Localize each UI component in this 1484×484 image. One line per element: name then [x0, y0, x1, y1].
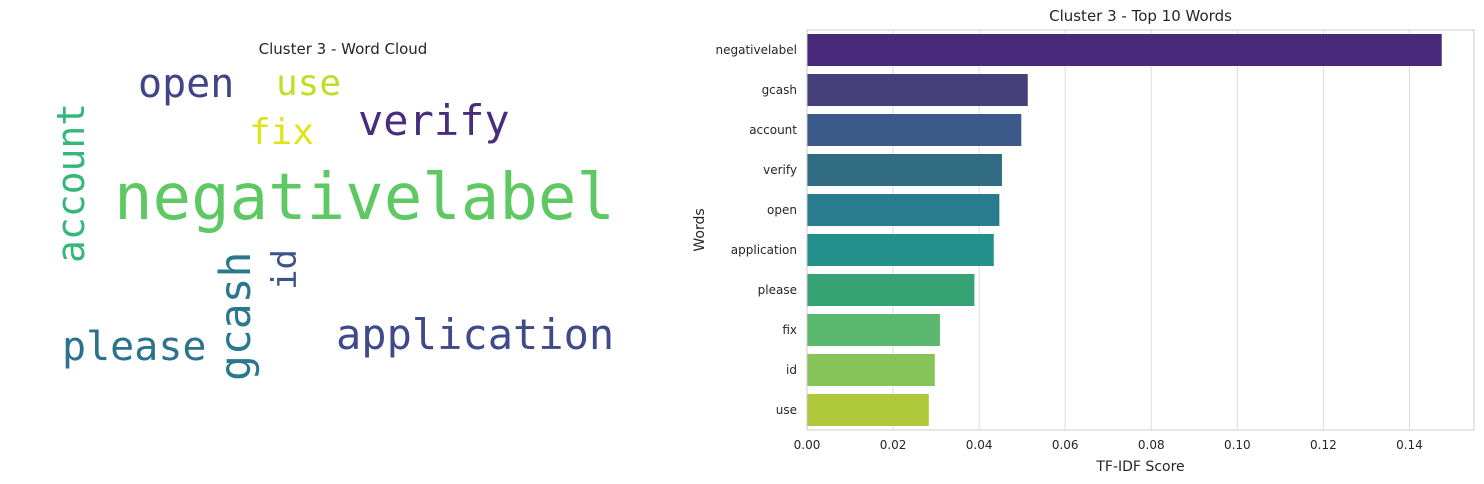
word-cloud-title: Cluster 3 - Word Cloud: [258, 40, 428, 58]
chart-title: Cluster 3 - Top 10 Words: [1049, 7, 1232, 25]
word-negativelabel: negativelabel: [114, 161, 615, 235]
x-tick-label: 0.14: [1396, 438, 1423, 452]
bar-id: [807, 354, 935, 386]
y-tick-label: account: [749, 123, 797, 137]
word-fix: fix: [249, 112, 315, 153]
word-use: use: [276, 63, 342, 104]
x-tick-labels: 0.00 0.02 0.04 0.06 0.08 0.10 0.12 0.14: [794, 438, 1423, 452]
word-verify: verify: [358, 96, 510, 145]
bar-fix: [807, 314, 940, 346]
y-tick-label: verify: [763, 163, 797, 177]
x-tick-label: 0.00: [794, 438, 821, 452]
plot-frame: [806, 29, 1475, 431]
x-tick-label: 0.04: [966, 438, 993, 452]
x-tick-label: 0.06: [1052, 438, 1079, 452]
y-tick-label: please: [758, 283, 797, 297]
bar-application: [807, 234, 994, 266]
word-cloud-panel: Cluster 3 - Word Cloud negativelabel ope…: [0, 0, 690, 484]
y-tick-label: application: [731, 243, 797, 257]
x-tick-label: 0.02: [880, 438, 907, 452]
y-tick-labels: negativelabel gcash account verify open appli…: [715, 43, 797, 417]
y-tick-label: negativelabel: [715, 43, 797, 57]
y-tick-label: fix: [782, 323, 797, 337]
word-gcash: gcash: [211, 251, 261, 381]
word-application: application: [336, 310, 615, 359]
x-tick-label: 0.12: [1310, 438, 1337, 452]
bar-use: [807, 394, 929, 426]
bar-negativelabel: [807, 34, 1442, 66]
word-please: please: [62, 324, 207, 370]
bar-chart: 0.00 0.02 0.04 0.06 0.08 0.10 0.12 0.14 negativ…: [692, 7, 1475, 475]
bar-please: [807, 274, 975, 306]
word-open: open: [138, 61, 235, 107]
bar-gcash: [807, 74, 1028, 106]
y-tick-label: use: [776, 403, 797, 417]
y-axis-label: Words: [692, 208, 708, 251]
y-tick-label: gcash: [762, 83, 797, 97]
y-tick-label: open: [767, 203, 797, 217]
word-account: account: [49, 102, 93, 263]
x-axis-label: TF-IDF Score: [1095, 459, 1184, 475]
bar-open: [807, 194, 1000, 226]
word-id: id: [265, 249, 305, 290]
bar-account: [807, 114, 1022, 146]
y-tick-label: id: [786, 363, 797, 377]
bar-verify: [807, 154, 1002, 186]
x-tick-label: 0.10: [1224, 438, 1251, 452]
x-tick-label: 0.08: [1138, 438, 1165, 452]
bars: [807, 34, 1442, 426]
